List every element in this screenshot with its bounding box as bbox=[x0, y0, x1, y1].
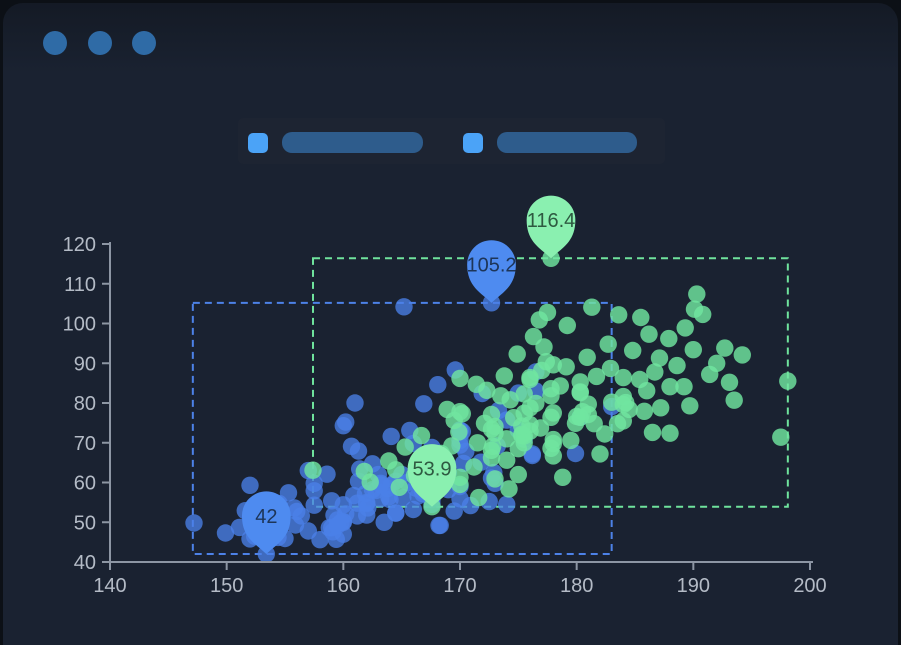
legend-label-bar-2 bbox=[497, 132, 637, 153]
legend-label-bar-1 bbox=[282, 132, 423, 153]
svg-text:150: 150 bbox=[210, 575, 243, 597]
svg-text:100: 100 bbox=[63, 314, 96, 336]
mark-point-pin-105.2[interactable]: 105.2 bbox=[466, 240, 517, 303]
svg-text:90: 90 bbox=[74, 353, 96, 375]
svg-text:70: 70 bbox=[74, 433, 96, 455]
svg-text:170: 170 bbox=[443, 575, 476, 597]
legend-swatch-icon-1 bbox=[248, 133, 268, 153]
series-green-points[interactable] bbox=[304, 249, 797, 516]
svg-text:120: 120 bbox=[63, 234, 96, 256]
window-dot-3[interactable] bbox=[132, 31, 156, 55]
svg-text:40: 40 bbox=[74, 552, 96, 574]
svg-text:200: 200 bbox=[793, 575, 826, 597]
mark-point-pin-53.9[interactable]: 53.9 bbox=[407, 444, 457, 507]
mark-point-label: 42 bbox=[255, 506, 277, 528]
axes bbox=[102, 242, 813, 570]
mark-point-pin-42[interactable]: 42 bbox=[241, 491, 291, 555]
mark-point-label: 53.9 bbox=[413, 458, 452, 480]
legend-item-2[interactable] bbox=[463, 118, 655, 164]
legend bbox=[238, 118, 665, 164]
window-body bbox=[3, 3, 898, 645]
window-dot-2[interactable] bbox=[88, 31, 112, 55]
svg-text:80: 80 bbox=[74, 393, 96, 415]
svg-text:190: 190 bbox=[677, 575, 710, 597]
mark-point-label: 105.2 bbox=[466, 255, 516, 277]
svg-text:160: 160 bbox=[327, 575, 360, 597]
svg-text:110: 110 bbox=[64, 274, 96, 296]
mark-point-pin-116.4[interactable]: 116.4 bbox=[526, 195, 576, 259]
mark-point-label: 116.4 bbox=[527, 210, 576, 232]
svg-text:60: 60 bbox=[74, 473, 96, 495]
svg-text:140: 140 bbox=[93, 575, 126, 597]
svg-text:50: 50 bbox=[74, 512, 96, 534]
window-dot-1[interactable] bbox=[43, 31, 67, 55]
legend-swatch-icon-2 bbox=[463, 133, 483, 153]
svg-text:180: 180 bbox=[560, 575, 593, 597]
mark-area-green bbox=[312, 257, 789, 508]
axis-labels: 140 150 160 170 180 190 200 40 50 60 70 80 90 100 110 1… bbox=[63, 234, 827, 597]
legend-item-1[interactable] bbox=[248, 118, 451, 164]
